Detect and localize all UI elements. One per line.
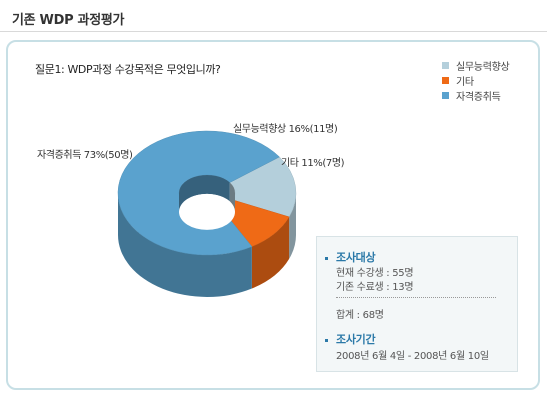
legend-label-2: 자격증취득 bbox=[456, 92, 501, 103]
slice-label-1: 기타 11%(7명) bbox=[281, 158, 345, 169]
question-text: 질문1: WDP과정 수강목적은 무엇입니까? bbox=[35, 63, 221, 76]
slice-inner-0 bbox=[229, 182, 236, 212]
title-divider bbox=[0, 31, 547, 32]
chart-legend: 실무능력향상 기타 자격증취득 bbox=[442, 58, 510, 103]
info-divider bbox=[336, 297, 496, 298]
donut-hole bbox=[179, 193, 235, 230]
legend-item-1: 기타 bbox=[442, 73, 509, 88]
page-title: 기존 WDP 과정평가 bbox=[12, 13, 125, 28]
period-heading: 조사기간 bbox=[336, 333, 376, 346]
legend-label-0: 실무능력향상 bbox=[456, 62, 510, 73]
bullet-icon bbox=[325, 339, 328, 342]
slice-side-2 bbox=[118, 193, 252, 297]
legend-item-2: 자격증취득 bbox=[442, 88, 509, 103]
legend-label-1: 기타 bbox=[456, 77, 474, 88]
slice-side-1 bbox=[251, 216, 290, 289]
target-heading: 조사대상 bbox=[336, 251, 376, 264]
current-students: 현재 수강생 : 55명 bbox=[336, 268, 414, 279]
slice-inner-2 bbox=[179, 175, 230, 212]
total-count: 합계 : 68명 bbox=[336, 310, 384, 321]
bullet-icon bbox=[325, 257, 328, 260]
slice-label-0: 실무능력향상 16%(11명) bbox=[233, 124, 338, 135]
legend-swatch-2 bbox=[442, 92, 449, 99]
survey-period: 2008년 6월 4일 - 2008년 6월 10일 bbox=[336, 351, 489, 362]
legend-item-0: 실무능력향상 bbox=[442, 58, 510, 73]
past-students: 기존 수료생 : 13명 bbox=[336, 282, 414, 293]
survey-info-box: 조사대상 현재 수강생 : 55명 기존 수료생 : 13명 합계 : 68명 … bbox=[316, 236, 518, 372]
slice-label-2: 자격증취득 73%(50명) bbox=[37, 150, 133, 161]
legend-swatch-0 bbox=[442, 62, 449, 69]
slice-side-0 bbox=[289, 193, 296, 259]
legend-swatch-1 bbox=[442, 77, 449, 84]
